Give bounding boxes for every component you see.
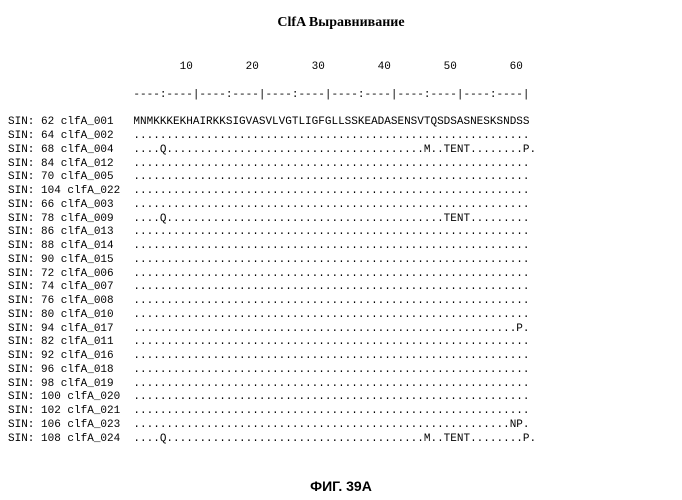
sequence-row: SIN: 68 clfA_004 ....Q..................… [8, 144, 682, 158]
sequence-row: SIN: 88 clfA_014 .......................… [8, 240, 682, 254]
sequence-row: SIN: 92 clfA_016 .......................… [8, 350, 682, 364]
sequence-label: SIN: 96 clfA_018 [8, 364, 127, 378]
sequence-label: SIN: 98 clfA_019 [8, 378, 127, 392]
sequence-row: SIN: 98 clfA_019 .......................… [8, 378, 682, 392]
sequence-row: SIN: 94 clfA_017 .......................… [8, 323, 682, 337]
sequence-data: ........................................… [127, 130, 530, 144]
sequence-data: ........................................… [127, 364, 530, 378]
sequence-label: SIN: 92 clfA_016 [8, 350, 127, 364]
sequence-rows: SIN: 62 clfA_001 MNMKKKEKHAIRKKSIGVASVLV… [8, 116, 682, 446]
sequence-label: SIN: 64 clfA_002 [8, 130, 127, 144]
sequence-label: SIN: 78 clfA_009 [8, 213, 127, 227]
sequence-data: ........................................… [127, 185, 530, 199]
sequence-row: SIN: 74 clfA_007 .......................… [8, 281, 682, 295]
sequence-label: SIN: 72 clfA_006 [8, 268, 127, 282]
sequence-data: ........................................… [127, 350, 530, 364]
sequence-row: SIN: 96 clfA_018 .......................… [8, 364, 682, 378]
sequence-data: ........................................… [127, 378, 530, 392]
sequence-row: SIN: 66 clfA_003 .......................… [8, 199, 682, 213]
sequence-label: SIN: 90 clfA_015 [8, 254, 127, 268]
sequence-row: SIN: 108 clfA_024 ....Q.................… [8, 433, 682, 447]
sequence-row: SIN: 78 clfA_009 ....Q..................… [8, 213, 682, 227]
sequence-data: ........................................… [127, 226, 530, 240]
sequence-data: ........................................… [127, 199, 530, 213]
sequence-data: ........................................… [127, 268, 530, 282]
figure-label: ФИГ. 39A [0, 460, 682, 496]
sequence-data: ........................................… [127, 295, 530, 309]
sequence-label: SIN: 106 clfA_023 [8, 419, 127, 433]
sequence-label: SIN: 100 clfA_020 [8, 391, 127, 405]
sequence-label: SIN: 104 clfA_022 [8, 185, 127, 199]
sequence-data: ........................................… [127, 254, 530, 268]
sequence-row: SIN: 84 clfA_012 .......................… [8, 158, 682, 172]
sequence-label: SIN: 84 clfA_012 [8, 158, 127, 172]
sequence-row: SIN: 80 clfA_010 .......................… [8, 309, 682, 323]
sequence-data: ........................................… [127, 405, 530, 419]
sequence-data: ....Q...................................… [127, 144, 536, 158]
sequence-data: ........................................… [127, 323, 530, 337]
sequence-label: SIN: 102 clfA_021 [8, 405, 127, 419]
sequence-row: SIN: 64 clfA_002 .......................… [8, 130, 682, 144]
sequence-label: SIN: 108 clfA_024 [8, 433, 127, 447]
sequence-row: SIN: 76 clfA_008 .......................… [8, 295, 682, 309]
sequence-label: SIN: 66 clfA_003 [8, 199, 127, 213]
sequence-label: SIN: 70 clfA_005 [8, 171, 127, 185]
sequence-row: SIN: 90 clfA_015 .......................… [8, 254, 682, 268]
sequence-data: ........................................… [127, 158, 530, 172]
sequence-label: SIN: 68 clfA_004 [8, 144, 127, 158]
alignment-block: 10 20 30 40 50 60 ----:----|----:----|--… [0, 48, 682, 461]
ruler-ticks: ----:----|----:----|----:----|----:----|… [8, 89, 682, 103]
sequence-label: SIN: 88 clfA_014 [8, 240, 127, 254]
sequence-data: ....Q...................................… [127, 433, 536, 447]
sequence-data: ....Q...................................… [127, 213, 530, 227]
sequence-data: ........................................… [127, 336, 530, 350]
sequence-label: SIN: 94 clfA_017 [8, 323, 127, 337]
sequence-label: SIN: 74 clfA_007 [8, 281, 127, 295]
sequence-label: SIN: 76 clfA_008 [8, 295, 127, 309]
sequence-row: SIN: 86 clfA_013 .......................… [8, 226, 682, 240]
sequence-data: ........................................… [127, 240, 530, 254]
sequence-row: SIN: 100 clfA_020 ......................… [8, 391, 682, 405]
sequence-data: ........................................… [127, 171, 530, 185]
sequence-row: SIN: 72 clfA_006 .......................… [8, 268, 682, 282]
sequence-label: SIN: 80 clfA_010 [8, 309, 127, 323]
figure-title: ClfA Выравнивание [0, 0, 682, 48]
sequence-label: SIN: 82 clfA_011 [8, 336, 127, 350]
sequence-row: SIN: 106 clfA_023 ......................… [8, 419, 682, 433]
sequence-row: SIN: 82 clfA_011 .......................… [8, 336, 682, 350]
sequence-data: ........................................… [127, 309, 530, 323]
sequence-label: SIN: 86 clfA_013 [8, 226, 127, 240]
sequence-data: ........................................… [127, 391, 530, 405]
sequence-row: SIN: 70 clfA_005 .......................… [8, 171, 682, 185]
sequence-row: SIN: 104 clfA_022 ......................… [8, 185, 682, 199]
sequence-data: MNMKKKEKHAIRKKSIGVASVLVGTLIGFGLLSSKEADAS… [127, 116, 530, 130]
ruler-numbers: 10 20 30 40 50 60 [8, 61, 682, 75]
sequence-row: SIN: 62 clfA_001 MNMKKKEKHAIRKKSIGVASVLV… [8, 116, 682, 130]
sequence-data: ........................................… [127, 419, 530, 433]
sequence-row: SIN: 102 clfA_021 ......................… [8, 405, 682, 419]
sequence-label: SIN: 62 clfA_001 [8, 116, 127, 130]
sequence-data: ........................................… [127, 281, 530, 295]
